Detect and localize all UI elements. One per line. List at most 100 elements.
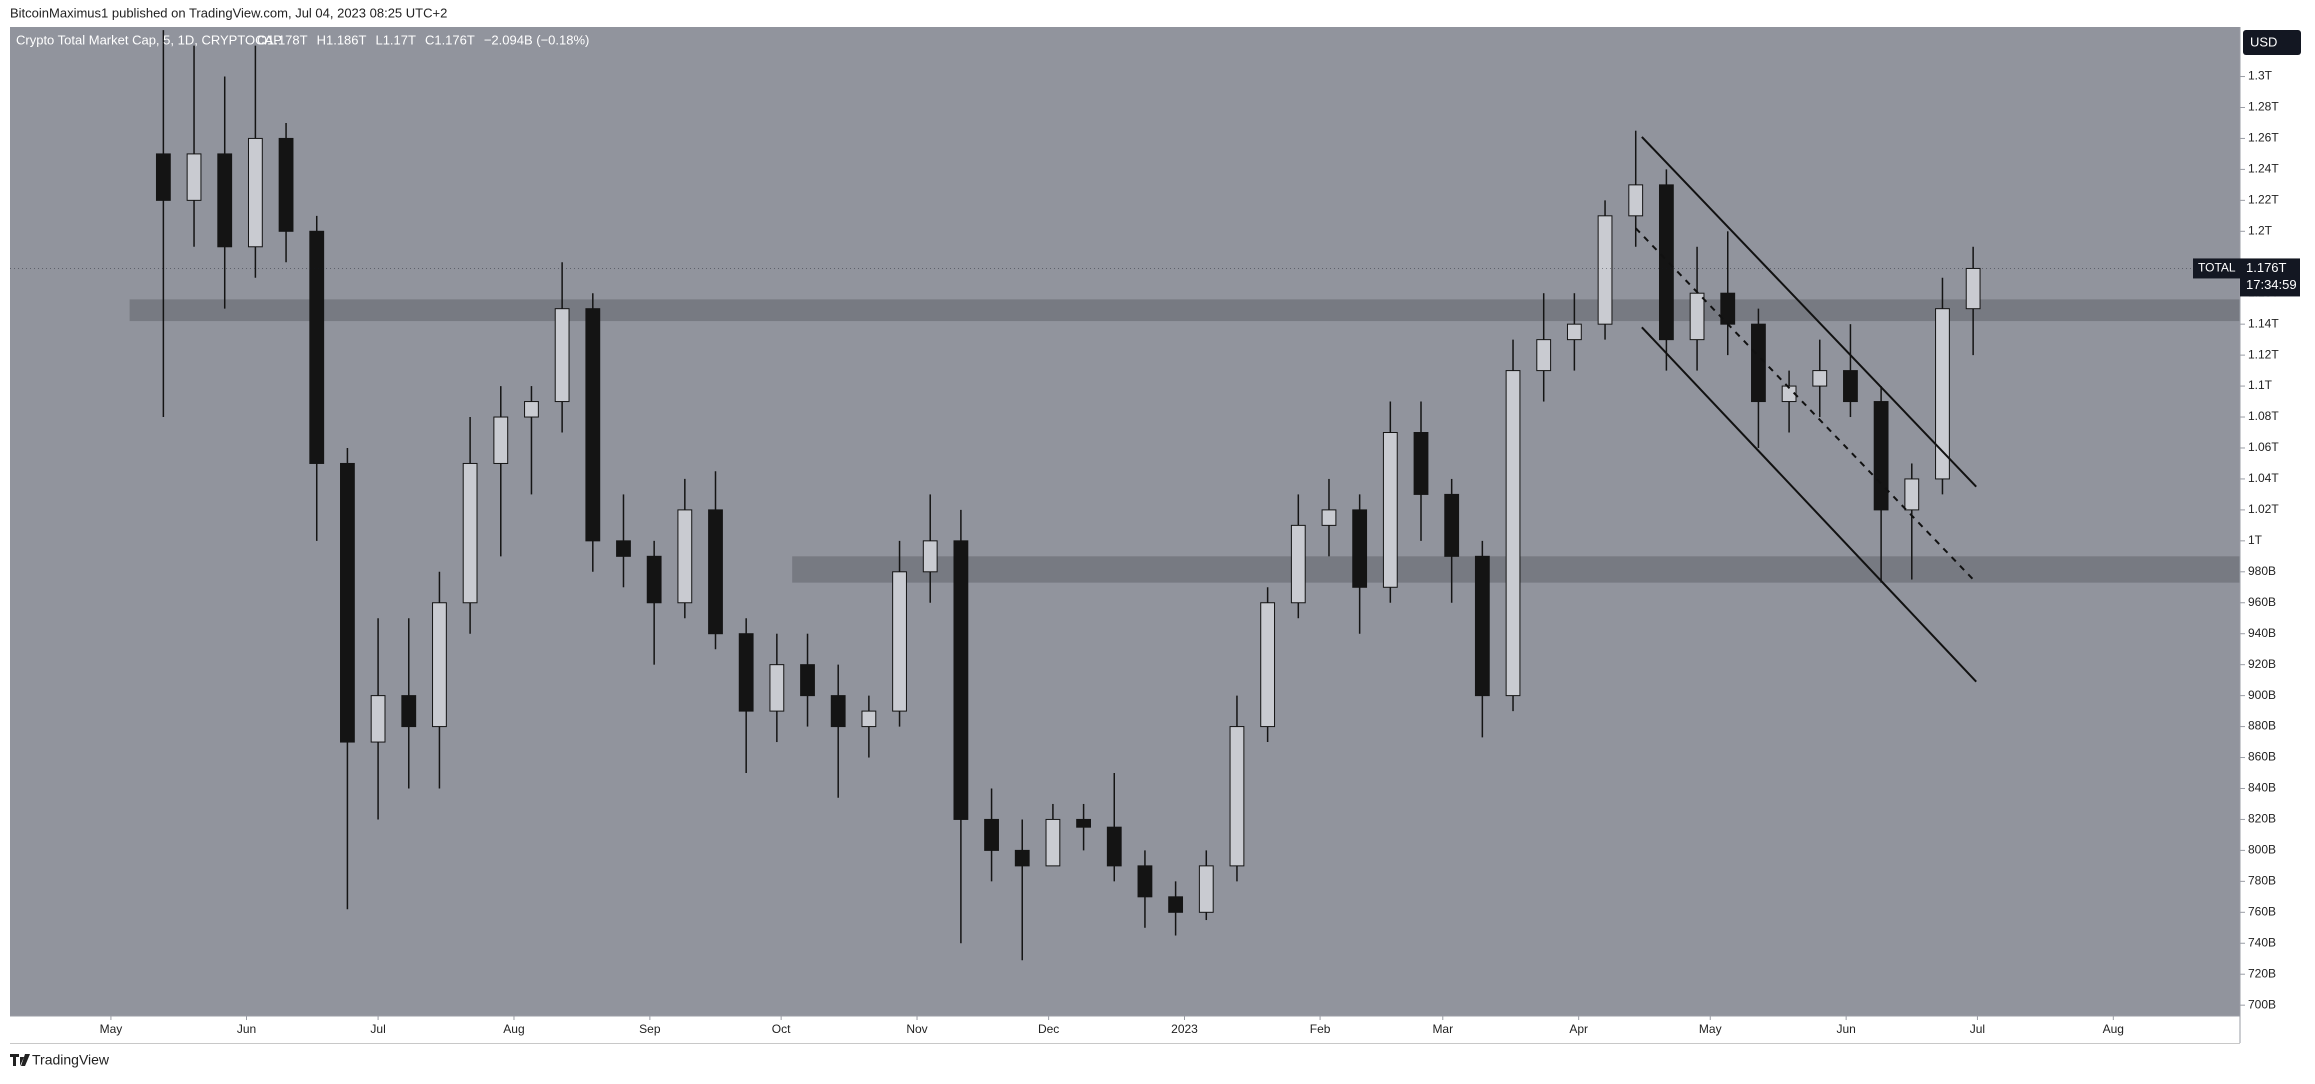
candle-body bbox=[278, 137, 294, 232]
candle-body bbox=[1566, 323, 1582, 341]
y-tick-label: 1.14T bbox=[2248, 316, 2279, 330]
y-tick-label: 1.24T bbox=[2248, 162, 2279, 176]
candle-body bbox=[1873, 401, 1889, 511]
candle-body bbox=[1229, 726, 1245, 867]
y-tick-label: 1.06T bbox=[2248, 440, 2279, 454]
candle-body bbox=[432, 602, 447, 728]
candle-body bbox=[1658, 184, 1674, 341]
candle-body bbox=[1444, 493, 1460, 557]
y-tick-label: 920B bbox=[2248, 657, 2276, 671]
ohlc-value: −2.094B (−0.18%) bbox=[484, 32, 590, 47]
currency-badge[interactable] bbox=[2243, 30, 2301, 55]
candle-body bbox=[1076, 818, 1091, 828]
candle-body bbox=[1904, 478, 1920, 511]
candle-body bbox=[1352, 509, 1368, 588]
ohlc-legend: O1.178T H1.186T L1.17T C1.176T −2.094B (−0.1… bbox=[257, 32, 589, 47]
candle-body bbox=[186, 153, 202, 201]
candle-body bbox=[892, 571, 907, 712]
price-tag-name-bg bbox=[2193, 258, 2240, 279]
x-tick-label: Mar bbox=[1432, 1022, 1453, 1036]
y-tick-label: 840B bbox=[2248, 781, 2276, 795]
ohlc-value: C1.176T bbox=[425, 32, 475, 47]
candle-body bbox=[1137, 865, 1153, 898]
candle-body bbox=[1413, 432, 1429, 495]
y-tick-label: 780B bbox=[2248, 874, 2276, 888]
candle-body bbox=[677, 509, 693, 604]
candle-body bbox=[340, 462, 355, 743]
y-tick-label: 800B bbox=[2248, 843, 2276, 857]
candle-body bbox=[1474, 555, 1490, 697]
y-tick-label: 980B bbox=[2248, 564, 2276, 578]
candle-body bbox=[370, 695, 386, 743]
tv-logo bbox=[10, 1054, 30, 1066]
candle-body bbox=[554, 308, 570, 403]
price-tag-name: TOTAL bbox=[2198, 261, 2236, 275]
trendline bbox=[1641, 326, 1977, 683]
trendline bbox=[1641, 136, 1977, 488]
y-tick-label: 1.04T bbox=[2248, 471, 2279, 485]
candle-body bbox=[401, 695, 417, 728]
candle-body bbox=[309, 230, 325, 464]
y-tick-label: 960B bbox=[2248, 595, 2276, 609]
ohlc-value: L1.17T bbox=[375, 32, 416, 47]
candle-body bbox=[1168, 896, 1184, 913]
x-tick-label: Apr bbox=[1569, 1022, 1588, 1036]
candle-body bbox=[1965, 267, 1981, 310]
price-tag-countdown: 17:34:59 bbox=[2246, 277, 2297, 292]
y-tick-label: 720B bbox=[2248, 966, 2276, 980]
candle-body bbox=[861, 710, 877, 728]
plot-layer bbox=[129, 30, 2241, 961]
currency: USD bbox=[2250, 34, 2277, 49]
y-tick-label: 1.1T bbox=[2248, 378, 2273, 392]
candle-body bbox=[953, 540, 969, 820]
candle-body bbox=[830, 695, 846, 728]
candle-body bbox=[1751, 323, 1766, 403]
y-tick-label: 700B bbox=[2248, 997, 2276, 1011]
x-tick-label: Aug bbox=[503, 1022, 524, 1036]
candle-body bbox=[247, 137, 263, 248]
y-tick-label: 1.02T bbox=[2248, 502, 2279, 516]
candle-body bbox=[800, 664, 815, 697]
candle-body bbox=[1935, 308, 1950, 480]
y-tick-label: 740B bbox=[2248, 935, 2276, 949]
footer-rule bbox=[10, 1043, 2240, 1044]
y-tick-label: 880B bbox=[2248, 719, 2276, 733]
x-tick-label: Jul bbox=[1970, 1022, 1985, 1036]
candle-body bbox=[1597, 215, 1613, 325]
candle-body bbox=[1812, 370, 1828, 387]
candle-body bbox=[1628, 184, 1644, 217]
y-tick-label: 820B bbox=[2248, 812, 2276, 826]
candle-body bbox=[155, 153, 171, 201]
candle-body bbox=[922, 540, 938, 573]
candle-body bbox=[1198, 865, 1214, 913]
candle-body bbox=[769, 664, 785, 712]
candle-body bbox=[524, 401, 539, 418]
candle-body bbox=[616, 540, 631, 557]
price-tag-bg bbox=[2240, 258, 2300, 297]
candle-body bbox=[585, 308, 601, 542]
ohlc-value: O1.178T bbox=[257, 32, 308, 47]
x-tick-label: Feb bbox=[1310, 1022, 1331, 1036]
y-tick-label: 1.3T bbox=[2248, 69, 2273, 83]
y-tick-label: 1.26T bbox=[2248, 131, 2279, 145]
candle-body bbox=[1843, 370, 1858, 403]
price-tag-value: 1.176T bbox=[2246, 260, 2287, 275]
y-tick-label: 1T bbox=[2248, 533, 2263, 547]
zone bbox=[129, 299, 2240, 322]
x-tick-label: Oct bbox=[772, 1022, 791, 1036]
publisher: BitcoinMaximus1 published on TradingView… bbox=[10, 5, 447, 20]
x-tick-label: May bbox=[1699, 1022, 1722, 1036]
y-tick-label: 860B bbox=[2248, 750, 2276, 764]
candle-body bbox=[462, 462, 478, 604]
candle-body bbox=[1290, 524, 1306, 604]
y-tick-label: 900B bbox=[2248, 688, 2276, 702]
x-tick-label: Jun bbox=[1836, 1022, 1855, 1036]
y-tick-label: 1.08T bbox=[2248, 409, 2279, 423]
x-tick-label: Sep bbox=[639, 1022, 661, 1036]
candle-body bbox=[217, 153, 233, 248]
brand: TradingView bbox=[32, 1052, 110, 1068]
candle-body bbox=[1045, 818, 1061, 867]
y-tick-label: 1.12T bbox=[2248, 347, 2279, 361]
candle-body bbox=[984, 818, 999, 851]
